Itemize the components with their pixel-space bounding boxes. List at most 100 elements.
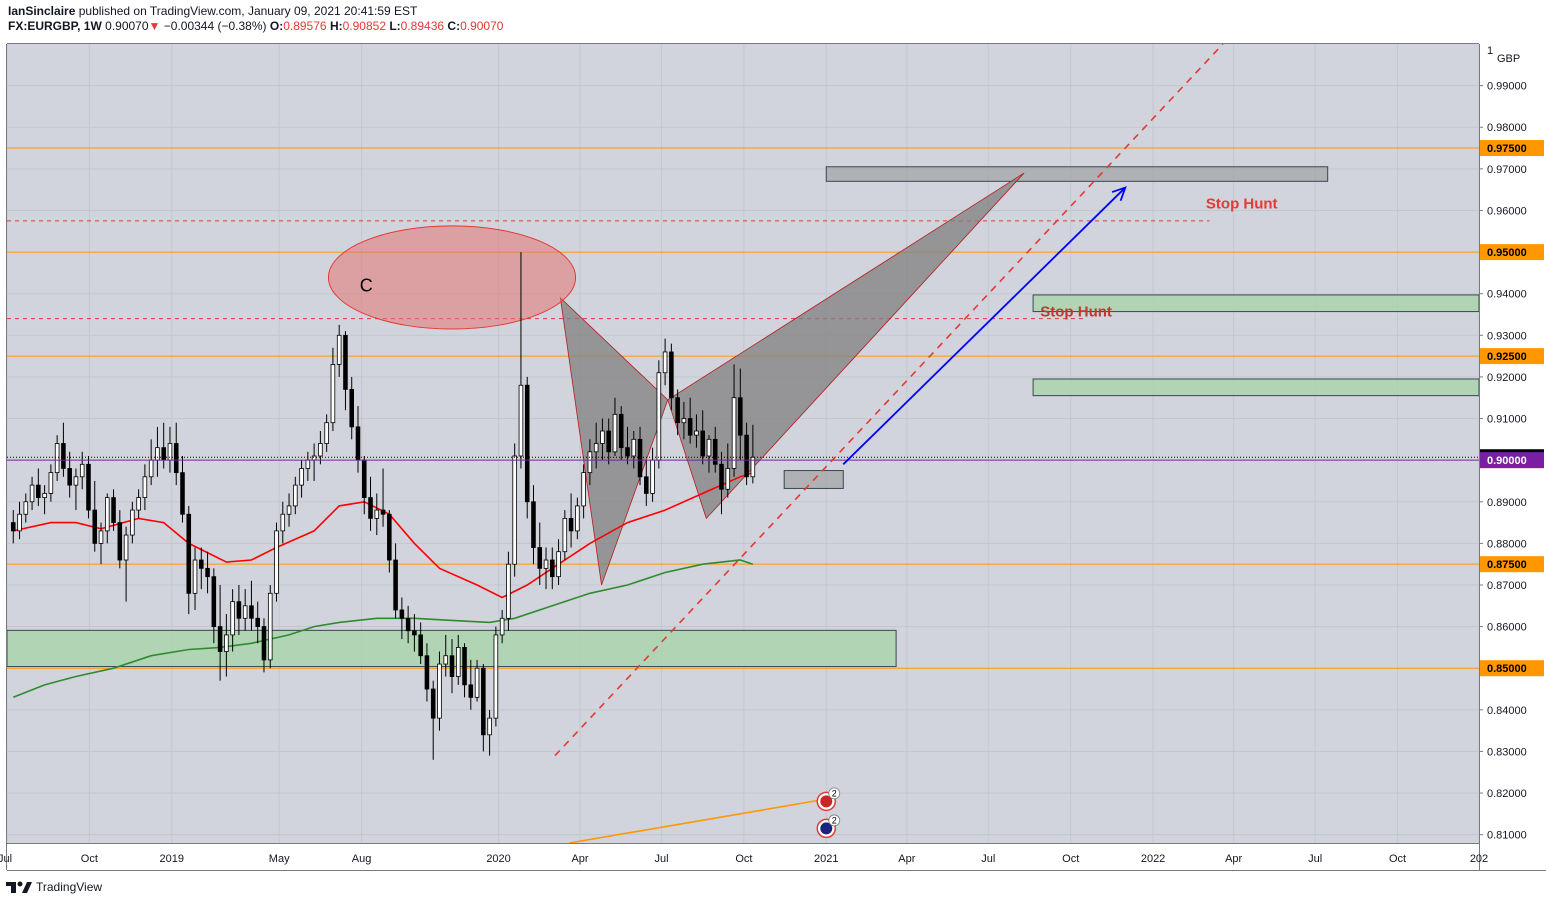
y-tick-label: 0.92000: [1487, 372, 1527, 384]
price-tag-label: 0.87500: [1487, 559, 1527, 571]
price-tag[interactable]: [1480, 140, 1544, 157]
x-tick-label: Oct: [1062, 853, 1079, 865]
upper-green-zone[interactable]: [1032, 378, 1479, 397]
candle-body-up: [499, 617, 505, 636]
candle-body-up: [575, 505, 580, 532]
candle-body-down: [412, 630, 417, 636]
time-axis[interactable]: [7, 843, 1479, 870]
price-tag[interactable]: [1480, 244, 1544, 261]
candle-body-down: [249, 605, 254, 619]
candle: [631, 431, 637, 469]
candle-body-down: [10, 522, 16, 532]
candle-body-up: [73, 476, 79, 486]
candle-body-up: [612, 413, 618, 453]
event-count-badge: [828, 787, 841, 800]
candle: [142, 464, 148, 511]
candle-body-up: [267, 592, 273, 661]
candle: [550, 547, 555, 590]
candle: [117, 510, 123, 569]
tradingview-brand[interactable]: TradingView: [36, 880, 103, 894]
arrow-head-icon: [1111, 186, 1127, 202]
candle: [612, 397, 618, 456]
candle: [506, 551, 511, 631]
candle: [675, 389, 680, 436]
candle-body-up: [192, 559, 198, 594]
projection-arrow-line[interactable]: [842, 186, 1126, 465]
candle-body-up: [512, 455, 517, 565]
candle-body-up: [694, 430, 699, 436]
stop-hunt-label: Stop Hunt: [1206, 195, 1278, 212]
publish-line: IanSinclaire published on TradingView.co…: [8, 4, 1208, 19]
candle-body-down: [261, 626, 267, 661]
candle: [330, 347, 336, 432]
candle: [249, 580, 254, 631]
candle-body-down: [217, 626, 223, 652]
candle: [336, 324, 342, 377]
candle: [418, 622, 423, 665]
candle: [42, 485, 47, 515]
candle: [86, 455, 91, 519]
candle-body-up: [130, 509, 135, 536]
price-tag[interactable]: [1480, 556, 1544, 573]
candle-body-down: [92, 509, 98, 544]
candle-body-up: [656, 372, 662, 461]
x-tick-label: 2019: [160, 853, 184, 865]
candle-body-down: [199, 559, 204, 569]
candle-body-up: [374, 509, 380, 519]
candle-body-down: [625, 447, 630, 457]
candle-body-up: [318, 443, 323, 457]
tradingview-logo-icon[interactable]: [6, 880, 32, 894]
x-tick-label: Aug: [352, 853, 372, 865]
candle-body-down: [550, 559, 555, 578]
y-tick-label: 0.96000: [1487, 205, 1527, 217]
candle: [443, 634, 449, 677]
x-tick-label: Jul: [654, 853, 668, 865]
candle: [468, 659, 474, 710]
candle: [318, 431, 323, 465]
target-zone[interactable]: [825, 166, 1329, 182]
y-tick-label: 0.93000: [1487, 330, 1527, 342]
price-tag-label: 0.95000: [1487, 247, 1527, 259]
candle-body-up: [487, 717, 492, 736]
author-name[interactable]: IanSinclaire: [8, 4, 76, 18]
candle: [744, 422, 749, 486]
price-tag[interactable]: [1480, 660, 1544, 677]
y-tick-label: 0.86000: [1487, 622, 1527, 634]
candle: [568, 493, 574, 548]
candle: [618, 406, 624, 461]
y-tick-label: 0.84000: [1487, 705, 1527, 717]
candle: [719, 451, 724, 515]
low-value: 0.89436: [400, 19, 445, 33]
candle: [637, 426, 643, 486]
orange-trendline[interactable]: [569, 799, 821, 843]
candle-body-down: [186, 513, 192, 594]
x-tick-label: 2022: [1141, 853, 1165, 865]
candle: [524, 376, 530, 519]
candle-body-up: [556, 551, 561, 578]
candle-body-down: [405, 617, 411, 632]
price-tag[interactable]: [1480, 348, 1544, 365]
price-tag[interactable]: [1480, 452, 1544, 469]
green-moving-average[interactable]: [13, 559, 754, 699]
candle: [374, 493, 380, 536]
candle-body-down: [738, 397, 743, 436]
highlight-ellipse[interactable]: [327, 225, 577, 330]
candle-body-up: [105, 497, 110, 532]
symbol-label[interactable]: FX:EURGBP, 1W: [8, 19, 102, 33]
candle: [186, 505, 192, 615]
candle: [681, 401, 687, 440]
candle: [98, 522, 104, 565]
candle-body-down: [462, 647, 467, 686]
candle: [230, 589, 235, 652]
candle: [581, 464, 586, 519]
candle-body-up: [123, 534, 129, 561]
candle-body-up: [17, 513, 22, 532]
pattern-bcd-triangle[interactable]: [667, 172, 1025, 520]
candle: [669, 343, 674, 411]
x-tick-label: May: [269, 853, 290, 865]
dashed-trendline[interactable]: [554, 44, 1224, 757]
candle: [236, 584, 242, 635]
candle-body-down: [343, 334, 348, 390]
candle-body-up: [593, 443, 599, 453]
